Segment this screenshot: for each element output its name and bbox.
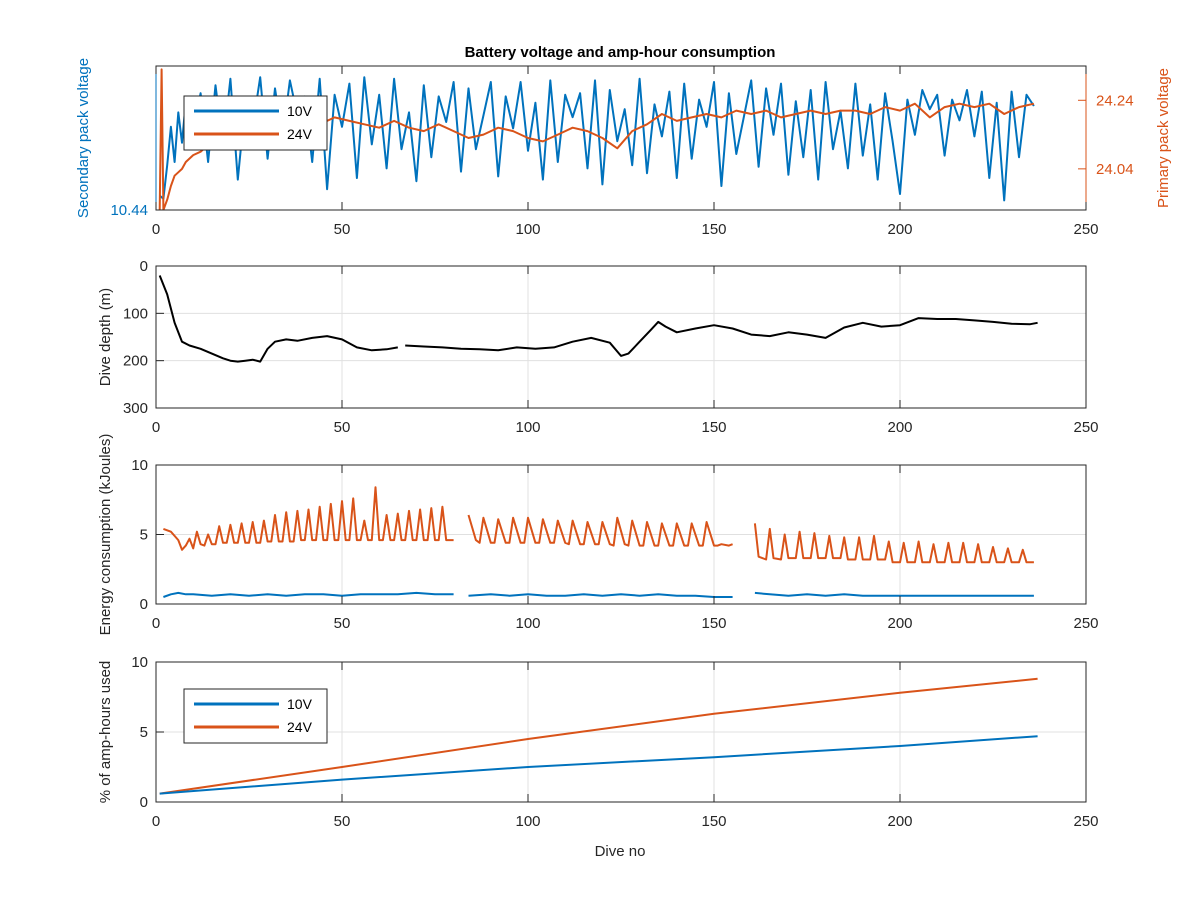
- x-tick-label: 150: [701, 419, 726, 436]
- x-tick-label: 0: [152, 221, 160, 238]
- y-tick-label: 200: [123, 353, 148, 370]
- y-tick-label: 0: [140, 258, 148, 275]
- series-group: [159, 677, 1038, 795]
- y-axis-label: % of amp-hours used: [97, 661, 114, 804]
- y-axis-label: Energy consumption (kJoules): [97, 434, 114, 636]
- y-tick-label: 0: [140, 596, 148, 613]
- y-left-axis-label: Secondary pack voltage: [75, 58, 92, 218]
- legend-label-24v: 24V: [287, 719, 313, 735]
- series-line-10v-2: [754, 591, 1034, 597]
- x-tick-label: 50: [334, 615, 351, 632]
- x-tick-label: 200: [887, 221, 912, 238]
- legend-box: [183, 95, 328, 151]
- x-tick-label: 150: [701, 615, 726, 632]
- series-group: [163, 486, 1034, 598]
- x-tick-label: 100: [515, 419, 540, 436]
- y-axis-label: Dive depth (m): [97, 288, 114, 386]
- axes-background: [155, 265, 1087, 409]
- y-right-tick-label: 24.24: [1096, 92, 1134, 109]
- grid-lines: [156, 266, 1086, 408]
- x-tick-label: 200: [887, 813, 912, 830]
- y-tick-label: 5: [140, 724, 148, 741]
- x-axis-label: Dive no: [595, 843, 646, 860]
- x-tick-label: 250: [1073, 419, 1098, 436]
- series-line-24v-0: [163, 486, 454, 551]
- panel-voltage: 0 50 100 150 200 250 10.44 24.04 24.24 Secondary …: [75, 58, 1172, 238]
- x-tick-label: 250: [1073, 813, 1098, 830]
- series-line-24v-1: [467, 514, 733, 547]
- legend-label-24v: 24V: [287, 126, 313, 142]
- series-group: [158, 275, 1038, 363]
- series-line-10v-0: [163, 591, 454, 598]
- x-tick-label: 250: [1073, 221, 1098, 238]
- x-tick-label: 100: [515, 615, 540, 632]
- series-line-10v-1: [468, 593, 733, 598]
- x-tick-label: 150: [701, 221, 726, 238]
- legend-box: [183, 688, 328, 744]
- series-line-24v-2: [753, 523, 1034, 564]
- x-tick-label: 0: [152, 813, 160, 830]
- y-tick-label: 100: [123, 305, 148, 322]
- panels: 0 50 100 150 200 25010.4424.0424.24Secondary …: [75, 58, 1172, 830]
- y-tick-label: 0: [140, 794, 148, 811]
- series-line-depth-1: [405, 317, 1038, 357]
- x-tick-label: 100: [515, 813, 540, 830]
- panel-amphours: 0 50 100 150 200 250 0 5 10 % of amp-hours used 10…: [97, 654, 1099, 830]
- y-left-tick-label: 10.44: [110, 202, 148, 219]
- x-tick-label: 0: [152, 615, 160, 632]
- x-tick-label: 0: [152, 419, 160, 436]
- x-tick-label: 200: [887, 615, 912, 632]
- series-line-depth-0: [158, 275, 398, 363]
- y-right-axis-label: Primary pack voltage: [1155, 68, 1172, 208]
- axes-frame: [155, 265, 1087, 409]
- y-tick-label: 300: [123, 400, 148, 417]
- y-tick-label: 5: [140, 527, 148, 544]
- figure-title: Battery voltage and amp-hour consumption: [465, 44, 776, 61]
- series-line-24v-0: [159, 677, 1038, 795]
- panel-energy: 0 50 100 150 200 250 0 5 10 Energy consumption (k…: [97, 434, 1099, 636]
- series-line-10v-0: [159, 735, 1038, 795]
- x-tick-label: 50: [334, 813, 351, 830]
- panel-depth: 0 50 100 150 200 250 0 100 200 300 Dive depth (m): [97, 258, 1099, 436]
- x-tick-label: 50: [334, 419, 351, 436]
- legend-label-10v: 10V: [287, 103, 313, 119]
- x-tick-label: 150: [701, 813, 726, 830]
- x-tick-label: 100: [515, 221, 540, 238]
- x-tick-label: 250: [1073, 615, 1098, 632]
- y-tick-label: 10: [131, 457, 148, 474]
- y-tick-label: 10: [131, 654, 148, 671]
- legend-label-10v: 10V: [287, 696, 313, 712]
- x-tick-label: 50: [334, 221, 351, 238]
- y-right-tick-label: 24.04: [1096, 161, 1134, 178]
- x-tick-label: 200: [887, 419, 912, 436]
